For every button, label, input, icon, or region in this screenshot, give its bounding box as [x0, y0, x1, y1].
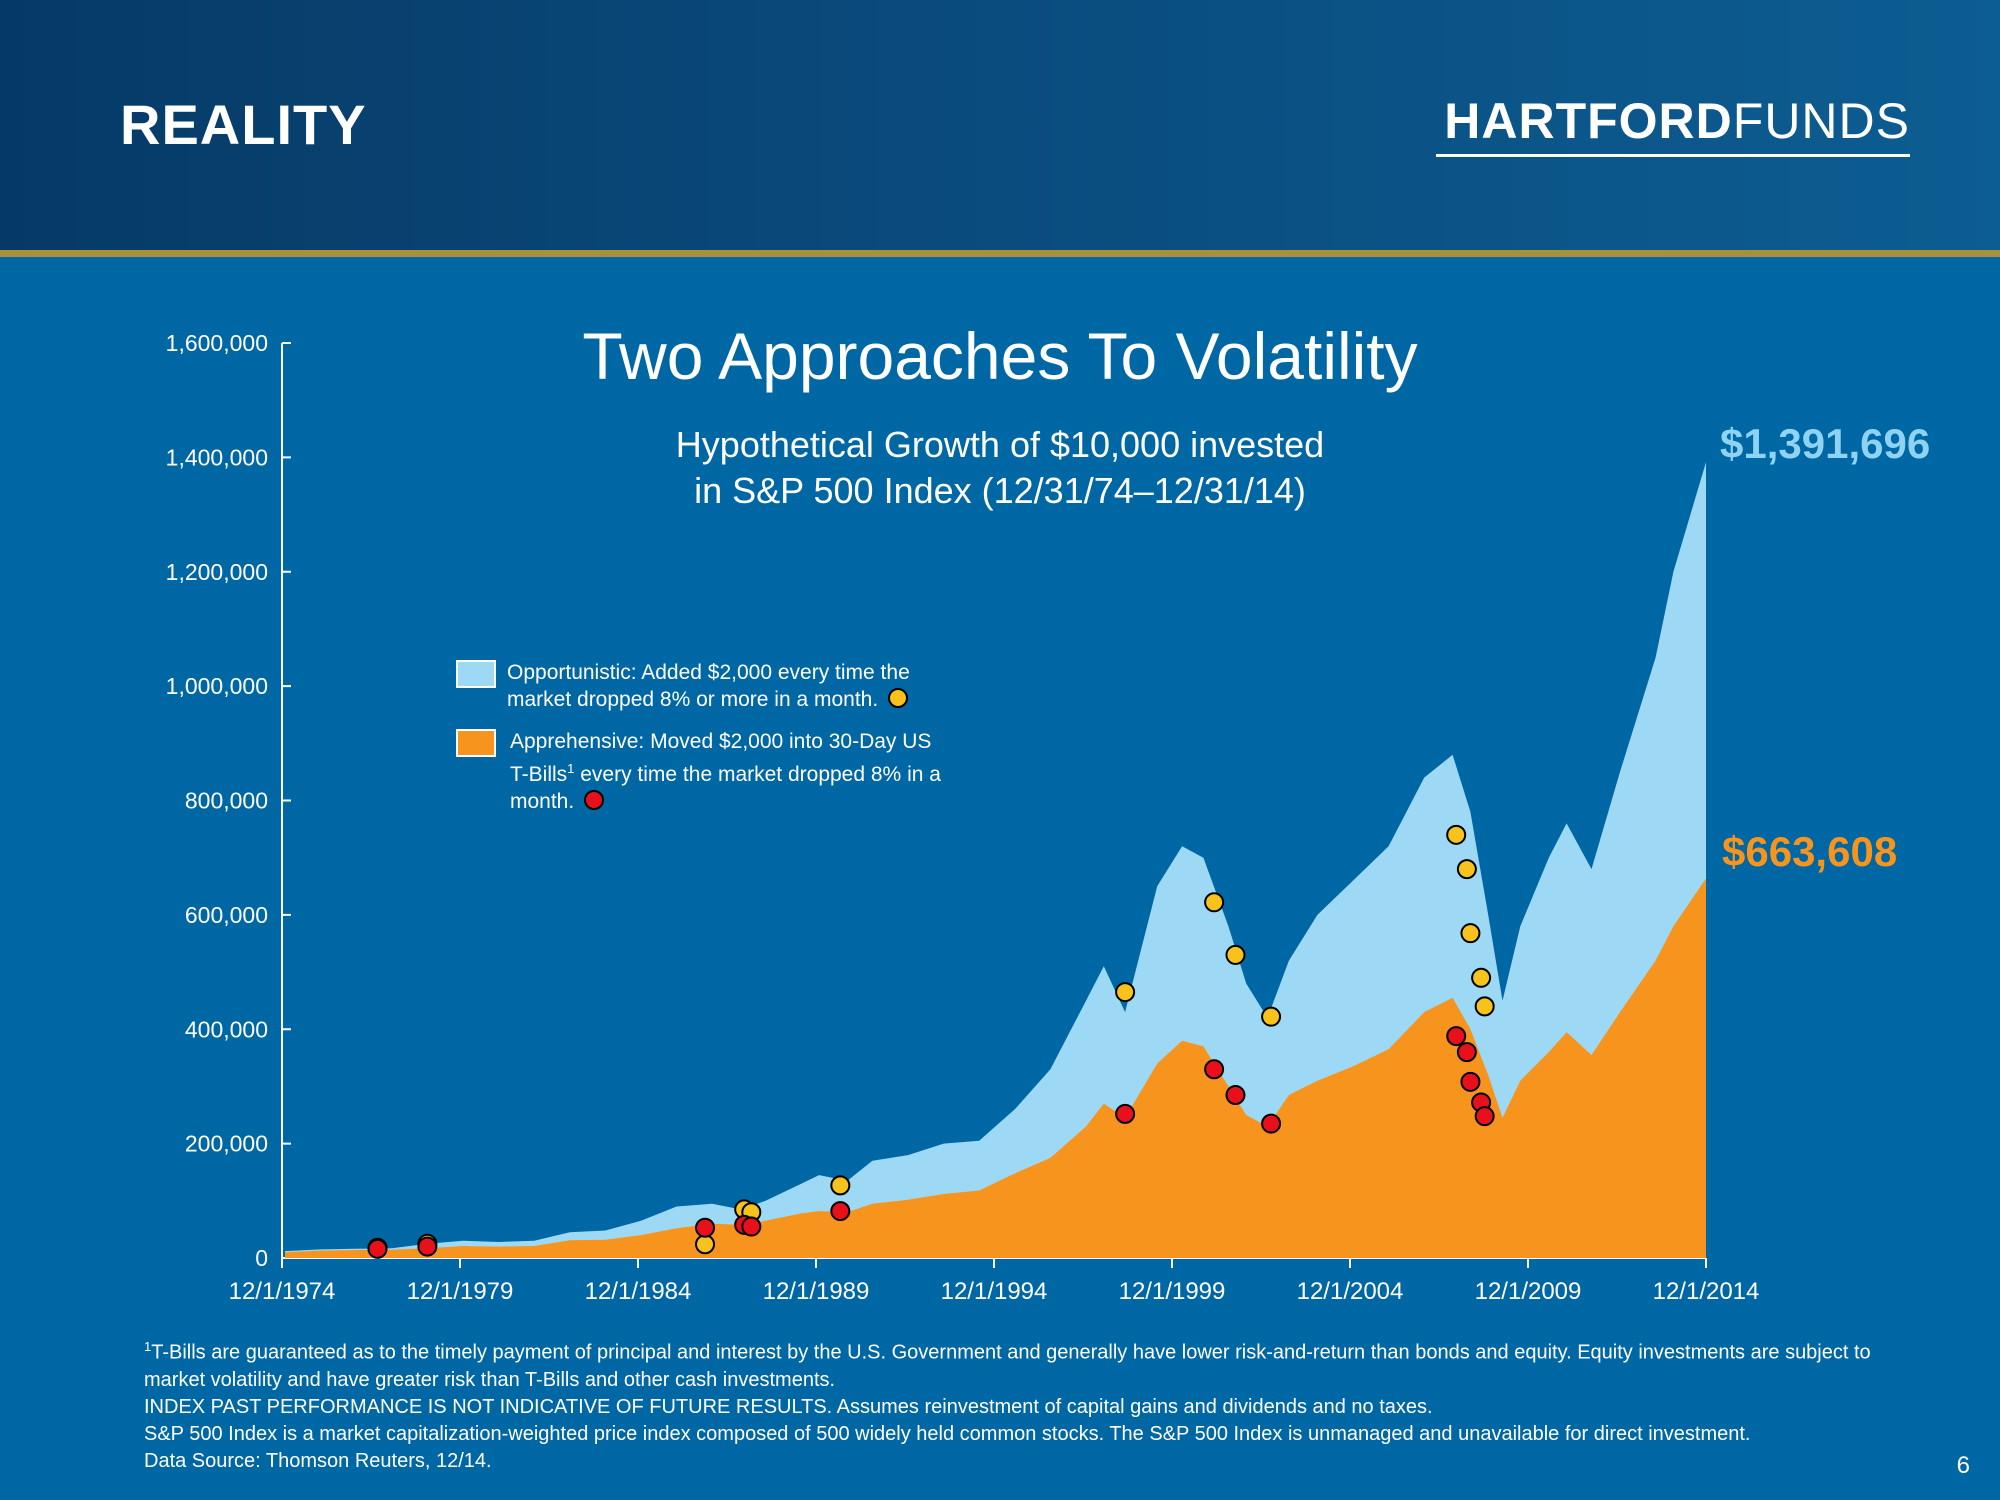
- marker-opportunistic: [1225, 944, 1246, 965]
- chart-areas: [285, 462, 1706, 1259]
- marker-opportunistic: [1474, 996, 1495, 1017]
- area-chart: 0 200,000 400,000 600,000 800,000 1,000,000 1,…: [166, 330, 1760, 1305]
- marker-opportunistic: [830, 1175, 851, 1196]
- chart-subtitle: Hypothetical Growth of $10,000 invested …: [570, 422, 1430, 514]
- x-tick-label: 12/1/1974: [229, 1278, 336, 1305]
- slide-title: REALITY: [120, 93, 367, 156]
- marker-opportunistic: [1446, 824, 1467, 845]
- legend-superscript: 1: [567, 761, 575, 776]
- marker-opportunistic: [1115, 982, 1136, 1003]
- x-tick-label: 12/1/1984: [585, 1278, 692, 1305]
- y-tick-label: 1,200,000: [166, 559, 268, 585]
- footnote-line-1: 1T-Bills are guaranteed as to the timely…: [144, 1333, 1904, 1394]
- header-band: [0, 0, 2000, 250]
- legend-text-opportunistic: Opportunistic: Added $2,000 every time t…: [507, 661, 910, 711]
- chart-markers: [367, 824, 1495, 1259]
- marker-opportunistic: [695, 1234, 716, 1255]
- legend-text-apprehensive: Apprehensive: Moved $2,000 into 30-Day U…: [510, 730, 932, 786]
- marker-apprehensive: [1204, 1059, 1225, 1080]
- y-tick-label: 1,000,000: [166, 673, 268, 699]
- x-tick-label: 12/1/1999: [1119, 1278, 1226, 1305]
- marker-apprehensive: [367, 1238, 388, 1259]
- footnote: 1T-Bills are guaranteed as to the timely…: [144, 1333, 1904, 1475]
- y-tick-label: 200,000: [185, 1131, 268, 1157]
- y-tick-label: 0: [255, 1245, 268, 1271]
- footnote-line-3: S&P 500 Index is a market capitalization…: [144, 1422, 1751, 1445]
- marker-apprehensive: [1460, 1071, 1481, 1092]
- y-tick-label: 800,000: [185, 788, 268, 814]
- x-tick-label: 12/1/2009: [1475, 1278, 1582, 1305]
- marker-apprehensive: [695, 1217, 716, 1238]
- end-value-apprehensive: $663,608: [1722, 828, 1898, 875]
- footnote-text-1: T-Bills are guaranteed as to the timely …: [144, 1341, 1871, 1391]
- header-divider: [0, 250, 2000, 257]
- y-tick-label: 1,600,000: [166, 330, 268, 356]
- marker-apprehensive: [830, 1201, 851, 1222]
- legend-text-apprehensive-end: every time the market dropped 8% in a mo…: [510, 763, 941, 813]
- hartford-funds-logo: HARTFORDFUNDS: [1434, 92, 1910, 150]
- legend-marker-apprehensive: [584, 790, 605, 810]
- marker-opportunistic: [1460, 923, 1481, 944]
- y-tick-label: 1,400,000: [166, 444, 268, 470]
- marker-opportunistic: [1456, 859, 1477, 880]
- marker-apprehensive: [1261, 1113, 1282, 1134]
- marker-apprehensive: [1446, 1026, 1467, 1047]
- marker-opportunistic: [1261, 1006, 1282, 1027]
- marker-apprehensive: [1474, 1106, 1495, 1127]
- marker-apprehensive: [1225, 1085, 1246, 1106]
- x-tick-label: 12/1/1989: [763, 1278, 870, 1305]
- area-apprehensive: [285, 878, 1706, 1258]
- legend-label-opportunistic: Opportunistic: Added $2,000 every time t…: [507, 659, 977, 713]
- chart-subtitle-line2: in S&P 500 Index (12/31/74–12/31/14): [694, 470, 1306, 511]
- x-tick-label: 12/1/1994: [941, 1278, 1048, 1305]
- chart-subtitle-line1: Hypothetical Growth of $10,000 invested: [675, 424, 1325, 465]
- logo-underline: [1436, 154, 1910, 157]
- page-number: 6: [1956, 1452, 1970, 1479]
- marker-apprehensive: [417, 1236, 438, 1257]
- y-tick-label: 400,000: [185, 1016, 268, 1042]
- legend-swatch-opportunistic: [456, 660, 496, 688]
- marker-opportunistic: [1204, 892, 1225, 913]
- footnote-line-2: INDEX PAST PERFORMANCE IS NOT INDICATIVE…: [144, 1395, 1433, 1418]
- marker-apprehensive: [1115, 1103, 1136, 1124]
- logo-bold-text: HARTFORD: [1444, 93, 1733, 149]
- x-tick-label: 12/1/1979: [407, 1278, 514, 1305]
- y-axis: 0 200,000 400,000 600,000 800,000 1,000,000 1,…: [166, 330, 291, 1271]
- x-tick-label: 12/1/2004: [1297, 1278, 1404, 1305]
- legend-marker-opportunistic: [888, 688, 909, 708]
- chart-title: Two Approaches To Volatility: [582, 319, 1418, 393]
- marker-opportunistic: [1471, 967, 1492, 988]
- x-tick-label: 12/1/2014: [1653, 1278, 1760, 1305]
- x-axis: 12/1/1974 12/1/1979 12/1/1984 12/1/1989 12/1…: [229, 1257, 1760, 1305]
- logo-light-text: FUNDS: [1732, 93, 1910, 149]
- legend-swatch-apprehensive: [456, 729, 496, 757]
- area-opportunistic: [285, 462, 1706, 1259]
- y-tick-label: 600,000: [185, 902, 268, 928]
- marker-apprehensive: [1456, 1042, 1477, 1063]
- marker-apprehensive: [741, 1216, 762, 1237]
- footnote-line-4: Data Source: Thomson Reuters, 12/14.: [144, 1449, 492, 1472]
- footnote-superscript: 1: [144, 1339, 152, 1354]
- end-value-opportunistic: $1,391,696: [1720, 420, 1931, 467]
- legend-label-apprehensive: Apprehensive: Moved $2,000 into 30-Day U…: [510, 728, 950, 815]
